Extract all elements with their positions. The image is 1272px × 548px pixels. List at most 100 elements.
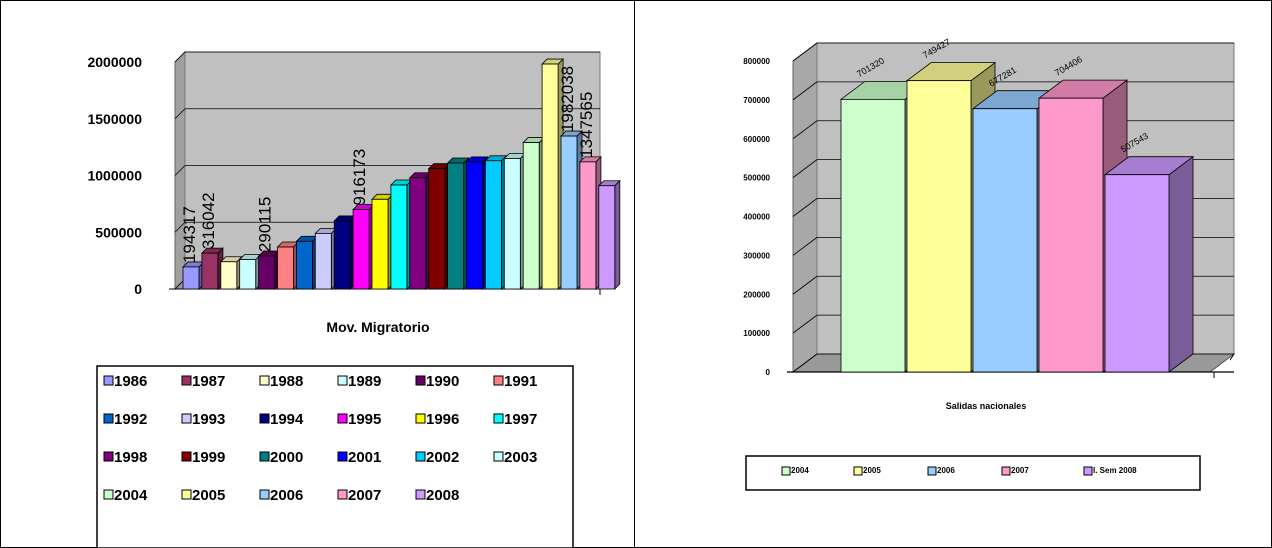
data-label: 290115 bbox=[256, 197, 275, 252]
legend-swatch bbox=[103, 413, 114, 424]
y-tick-label: 800000 bbox=[743, 57, 770, 66]
bar-front bbox=[579, 161, 597, 290]
bar-front bbox=[333, 220, 351, 290]
legend-label: 2008 bbox=[426, 487, 459, 504]
legend-label: 1992 bbox=[114, 411, 147, 428]
legend-swatch bbox=[853, 466, 863, 476]
bar-front bbox=[466, 161, 483, 290]
bar-front bbox=[352, 209, 370, 290]
legend-label: I. Sem 2008 bbox=[1093, 466, 1137, 475]
bar-1994 bbox=[333, 214, 357, 290]
bar-front bbox=[541, 63, 559, 290]
legend-swatch bbox=[1001, 466, 1011, 476]
data-label: 316042 bbox=[199, 192, 218, 249]
bar-front bbox=[840, 98, 906, 373]
legend-swatch bbox=[415, 375, 426, 386]
bar-2002 bbox=[484, 154, 508, 290]
panel-divider bbox=[634, 0, 635, 548]
bar-front bbox=[503, 158, 521, 290]
gridline-diag bbox=[792, 237, 818, 256]
legend-label: 1993 bbox=[192, 411, 225, 428]
data-label: 1982038 bbox=[558, 66, 577, 132]
bar-front bbox=[409, 177, 427, 290]
gridline-diag bbox=[792, 159, 818, 178]
y-tick-label: 100000 bbox=[743, 329, 770, 338]
gridline-diag bbox=[792, 120, 818, 140]
legend-swatch bbox=[493, 375, 504, 386]
legend-box bbox=[745, 455, 1201, 491]
legend-label: 2000 bbox=[270, 449, 303, 466]
bar-I--Sem-2008 bbox=[1103, 155, 1195, 373]
gridline-diag bbox=[174, 51, 186, 63]
legend-swatch bbox=[337, 413, 348, 424]
chart-mov-migratorio: 0 500000 1000000 1500000 2000000 194317 31604… bbox=[87, 50, 621, 548]
legend-label: 1989 bbox=[348, 373, 381, 390]
legend-label: 2006 bbox=[270, 487, 303, 504]
legend-swatch bbox=[181, 413, 192, 424]
legend-label: 2006 bbox=[937, 466, 955, 475]
legend-label: 1996 bbox=[426, 411, 459, 428]
legend-label: 1997 bbox=[504, 411, 537, 428]
bar-2001 bbox=[465, 155, 489, 290]
bar-1989 bbox=[238, 253, 262, 290]
bar-front bbox=[560, 135, 578, 290]
bar-front bbox=[906, 80, 972, 373]
legend-swatch bbox=[415, 413, 426, 424]
legend-label: 1988 bbox=[270, 373, 303, 390]
bar-2007 bbox=[578, 155, 602, 290]
legend-swatch bbox=[259, 451, 270, 462]
bar-2008 bbox=[597, 179, 621, 290]
legend-swatch bbox=[181, 489, 192, 500]
y-tick-label: 0 bbox=[134, 281, 142, 297]
bars bbox=[839, 61, 1195, 373]
x-axis-label: Salidas nacionales bbox=[946, 401, 1027, 411]
gridline-diag bbox=[792, 314, 818, 334]
bar-front bbox=[390, 184, 408, 290]
bar-front bbox=[182, 266, 200, 290]
y-tick-label: 500000 bbox=[743, 174, 770, 183]
legend-label: 1999 bbox=[192, 449, 225, 466]
bar-1988 bbox=[219, 255, 243, 290]
legend-label: 1986 bbox=[114, 373, 147, 390]
y-tick-label: 500000 bbox=[95, 224, 142, 240]
y-tick-label: 300000 bbox=[743, 251, 770, 260]
legend-swatch bbox=[103, 375, 114, 386]
legend-label: 1991 bbox=[504, 373, 537, 390]
bar-1999 bbox=[427, 162, 451, 290]
x-axis-tick bbox=[1229, 353, 1235, 361]
bar-1990 bbox=[257, 250, 281, 290]
bar-front bbox=[258, 255, 276, 290]
y-tick-label: 0 bbox=[766, 368, 771, 377]
legend-swatch bbox=[927, 466, 937, 476]
data-label: 916173 bbox=[350, 149, 369, 206]
gridline-diag bbox=[174, 221, 186, 233]
bar-1987 bbox=[200, 247, 224, 290]
legend-swatch bbox=[493, 413, 504, 424]
legend-label: 2001 bbox=[348, 449, 381, 466]
bar-front bbox=[972, 108, 1038, 373]
gridline-diag bbox=[174, 165, 186, 176]
legend-swatch bbox=[337, 489, 348, 500]
legend-swatch bbox=[1083, 466, 1093, 476]
legend-label: 2005 bbox=[192, 487, 225, 504]
y-tick-label: 700000 bbox=[743, 96, 770, 105]
legend-swatch bbox=[181, 451, 192, 462]
bar-front bbox=[484, 160, 502, 290]
bar-front bbox=[314, 232, 332, 290]
bar-front bbox=[277, 246, 294, 290]
legend-swatch bbox=[415, 489, 426, 500]
y-axis-ticks: 0 500000 1000000 1500000 2000000 bbox=[87, 54, 142, 297]
bar-2005 bbox=[541, 58, 565, 290]
bar-2000 bbox=[446, 157, 470, 290]
legend-swatch bbox=[337, 375, 348, 386]
bar-front bbox=[220, 261, 238, 290]
bar-front bbox=[598, 185, 616, 290]
data-label: 1347565 bbox=[577, 92, 596, 158]
legend-swatch bbox=[259, 489, 270, 500]
legend-label: 2004 bbox=[114, 487, 148, 504]
bar-2003 bbox=[503, 152, 527, 290]
gridline-diag bbox=[174, 108, 186, 120]
bar-front bbox=[201, 252, 219, 290]
legend: 2004 2005 2006 2007 I. Sem 2008 bbox=[781, 466, 1137, 476]
